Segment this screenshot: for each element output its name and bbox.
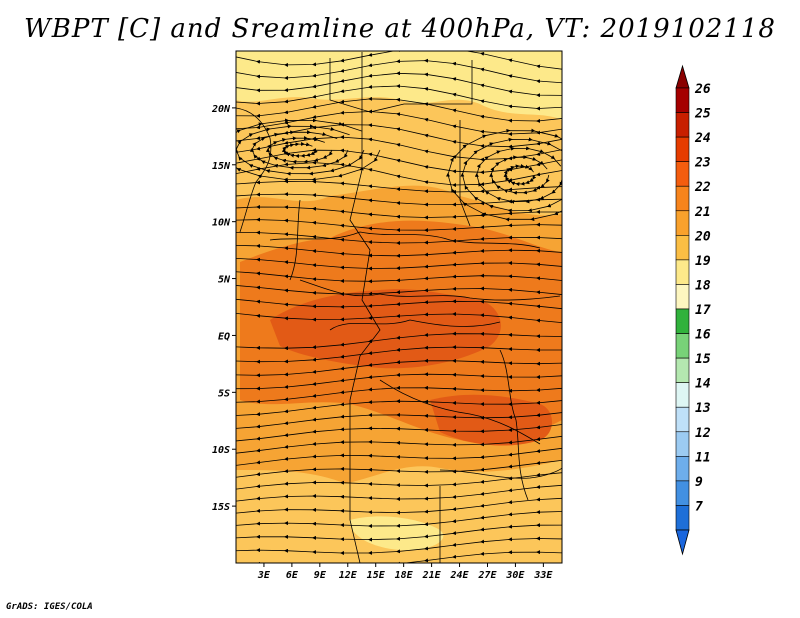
streamline [236, 285, 562, 297]
colorbar-swatch [675, 161, 690, 187]
streamline [236, 312, 562, 324]
colorbar-swatch [675, 456, 690, 482]
streamline [236, 399, 562, 417]
colorbar-swatch [675, 382, 690, 408]
colorbar: 26 25 24 23 22 21 20 19 18 17 16 15 14 13 12 11 9 7 [675, 64, 711, 556]
lon-tick-label: 30E [505, 570, 525, 581]
colorbar-label: 25 [694, 107, 711, 122]
colorbar-label: 12 [695, 426, 711, 441]
colorbar-label: 11 [695, 450, 711, 465]
colorbar-swatch [675, 480, 690, 506]
lon-tick-label: 6E [286, 570, 299, 581]
colorbar-swatch [675, 406, 690, 433]
colorbar-top-arrow [675, 64, 690, 89]
country-borders [236, 52, 562, 563]
lon-tick-label: 24E [450, 570, 470, 581]
lon-tick-label: 15E [367, 570, 386, 581]
lon-tick-label: 33E [533, 570, 553, 581]
lat-tick-label: 20N [211, 104, 231, 115]
colorbar-swatch [675, 333, 690, 359]
colorbar-label: 19 [695, 254, 711, 269]
colorbar-label: 9 [695, 475, 703, 490]
streamline [256, 550, 562, 563]
lat-tick-label: 15N [212, 161, 231, 172]
colorbar-swatch [675, 112, 690, 138]
lon-tick-label: 9E [314, 570, 327, 581]
colorbar-label: 7 [695, 499, 703, 514]
streamline [236, 435, 562, 454]
grads-credit: GrADS: IGES/COLA [6, 602, 93, 612]
colorbar-label: 20 [694, 229, 711, 244]
lat-tick-label: 5S [218, 388, 230, 399]
streamline [236, 118, 381, 182]
lon-tick-label: 21E [422, 570, 442, 581]
colorbar-label: 21 [694, 205, 711, 220]
lat-tick-label: 10N [212, 218, 231, 229]
colorbar-label: 15 [695, 352, 711, 367]
colorbar-swatch [675, 357, 690, 383]
streamlines [236, 51, 562, 563]
streamline [236, 424, 562, 442]
lat-tick-label: 10S [212, 445, 230, 456]
colorbar-swatch [675, 87, 690, 113]
streamline [236, 298, 562, 310]
streamline [236, 412, 562, 429]
lon-tick-label: 27E [477, 570, 497, 581]
streamline [236, 271, 562, 284]
lat-tick-label: 5N [218, 275, 231, 286]
streamline [236, 257, 562, 271]
streamline [236, 230, 562, 246]
map-field [236, 51, 562, 563]
colorbar-swatch [675, 259, 690, 285]
streamline [236, 459, 562, 478]
longitude-axis: 3E 6E 9E 12E 15E 18E 21E 24E 27E 30E 33E [257, 563, 553, 581]
colorbar-swatch [675, 136, 690, 162]
colorbar-label: 13 [695, 401, 711, 416]
colorbar-label: 18 [695, 278, 711, 293]
colorbar-label: 23 [694, 156, 711, 171]
colorbar-label: 16 [695, 328, 711, 343]
streamline [445, 128, 562, 222]
colorbar-bottom-arrow [675, 529, 690, 556]
streamline [236, 217, 562, 233]
latitude-axis: 20N 15N 10N 5N EQ 5S 10S 15S [211, 104, 236, 513]
colorbar-label: 17 [695, 303, 711, 318]
colorbar-swatch [675, 235, 690, 261]
lon-tick-label: 3E [257, 570, 271, 581]
colorbar-label: 14 [695, 377, 711, 392]
lon-tick-label: 18E [395, 570, 414, 581]
colorbar-label: 26 [694, 82, 711, 97]
lon-tick-label: 12E [339, 570, 358, 581]
lat-tick-label: EQ [218, 331, 230, 342]
colorbar-swatch [675, 210, 690, 236]
colorbar-swatch [675, 505, 690, 531]
colorbar-swatch [675, 284, 690, 310]
map-frame [235, 50, 563, 564]
colorbar-swatch [675, 431, 690, 457]
chart-title: WBPT [C] and Sreamline at 400hPa, VT: 20… [24, 14, 776, 44]
lat-tick-label: 15S [212, 502, 230, 513]
colorbar-label: 22 [694, 180, 711, 195]
colorbar-label: 24 [694, 131, 711, 146]
colorbar-swatch [675, 308, 690, 334]
colorbar-swatch [675, 185, 690, 212]
streamline [236, 244, 562, 258]
streamline [236, 447, 562, 466]
